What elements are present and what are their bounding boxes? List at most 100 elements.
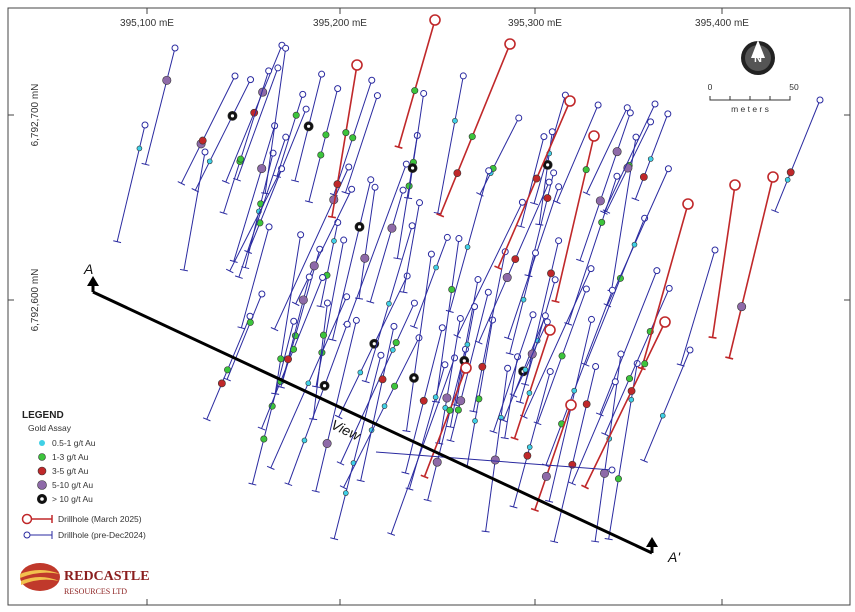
drillhole-collar: [297, 231, 305, 239]
assay-point: [386, 300, 392, 307]
assay-point: [582, 166, 590, 174]
drillhole-trace: [240, 226, 270, 328]
assay-point: [378, 375, 387, 384]
assay-point: [614, 475, 622, 483]
drillhole-trace: [640, 203, 689, 369]
drillhole-trace: [579, 112, 631, 261]
assay-point: [322, 438, 332, 448]
drillhole-collar: [665, 284, 673, 292]
drillhole-trace: [238, 137, 287, 278]
drillhole-collar: [343, 320, 351, 328]
drillhole-trace: [236, 67, 279, 180]
drillhole-end: [309, 418, 318, 421]
legend-item: 0.5-1 g/t Au: [52, 438, 96, 448]
assay-point: [412, 376, 416, 380]
assay-point: [647, 156, 654, 162]
drillhole-collar: [664, 110, 672, 118]
drillhole-end: [499, 418, 508, 423]
drillhole-trace: [512, 321, 548, 396]
drillhole-collar: [582, 285, 590, 293]
drillhole-trace: [405, 254, 432, 432]
drillhole-trace: [466, 319, 494, 467]
drillhole-trace: [194, 79, 252, 191]
assay-point: [737, 302, 747, 312]
drillhole-collar: [608, 286, 616, 294]
drillhole-end: [393, 257, 402, 260]
drillhole-trace: [439, 43, 511, 216]
legend-swatch: [37, 480, 47, 490]
drillhole-trace: [571, 381, 616, 484]
drillhole-collar: [474, 276, 482, 284]
drillhole-trace: [485, 368, 509, 532]
drillhole-collar: [588, 130, 600, 142]
drillhole-trace: [308, 88, 339, 202]
drillhole-trace: [599, 270, 658, 415]
drillhole-collar: [334, 85, 342, 93]
assay-point: [454, 406, 462, 414]
drillhole-end: [530, 507, 539, 512]
drillhole-trace: [295, 189, 353, 305]
drillhole-trace: [509, 252, 536, 354]
drillhole-end: [330, 537, 339, 541]
drillhole-end: [266, 465, 275, 470]
drillhole-end: [500, 436, 509, 440]
drillhole-end: [600, 210, 608, 215]
assay-point: [136, 145, 143, 152]
scale-min: 0: [708, 82, 713, 92]
legend-item: Drillhole (March 2025): [58, 514, 142, 524]
drillhole-trace: [472, 251, 506, 412]
legend-swatch: [40, 497, 44, 501]
drillhole-end: [604, 537, 613, 541]
assay-point: [343, 490, 349, 496]
drillhole-trace: [586, 107, 628, 194]
map-frame: [7, 7, 851, 606]
drillhole-collar: [686, 346, 694, 354]
drillhole-end: [329, 193, 338, 197]
drillhole-collar: [410, 299, 418, 307]
drillhole-collar: [592, 362, 600, 370]
drillhole-end: [725, 356, 734, 360]
drillhole-end: [631, 197, 640, 202]
drillhole-end: [290, 179, 299, 183]
drillhole-end: [336, 461, 345, 466]
drillhole-trace: [728, 176, 774, 359]
drillhole-trace: [247, 108, 307, 253]
drillhole-collar: [390, 322, 398, 330]
assay-point: [284, 355, 292, 364]
drillhole-collar: [613, 172, 621, 180]
drillhole-collar: [515, 114, 523, 122]
drillhole-trace: [455, 306, 476, 406]
assay-point: [478, 362, 487, 371]
scale-bar: [709, 96, 791, 101]
drillhole-collar: [201, 148, 209, 156]
drillhole-end: [229, 259, 238, 264]
drillhole-end: [327, 215, 337, 219]
drillhole-end: [771, 209, 779, 214]
assay-point: [595, 196, 605, 206]
assay-point: [317, 151, 325, 159]
drillhole-end: [223, 377, 231, 382]
drillhole-trace: [180, 75, 236, 184]
grid-label-y: 6,792,700 mN: [30, 84, 41, 147]
drillhole-end: [312, 385, 321, 388]
drillhole-trace: [280, 276, 310, 388]
assay-point: [309, 261, 319, 271]
assay-point: [390, 347, 396, 353]
drillhole-collar: [319, 273, 327, 281]
logo-sub: RESOURCES LTD: [64, 587, 127, 596]
drillhole-end: [402, 430, 411, 433]
assay-point: [641, 360, 649, 368]
drillhole-collar: [351, 59, 363, 71]
drillhole-trace: [331, 64, 358, 218]
assay-point: [322, 131, 330, 139]
drillhole-collar: [274, 64, 282, 72]
drillhole-collar: [659, 316, 671, 328]
assay-point: [230, 114, 235, 118]
drillhole-trace: [584, 321, 666, 488]
drillhole-end: [270, 327, 279, 332]
assay-point: [357, 369, 364, 376]
drillhole-collar: [290, 317, 298, 325]
north-label: N: [754, 53, 762, 65]
drillhole-collar: [443, 233, 451, 241]
assay-point: [260, 435, 268, 443]
